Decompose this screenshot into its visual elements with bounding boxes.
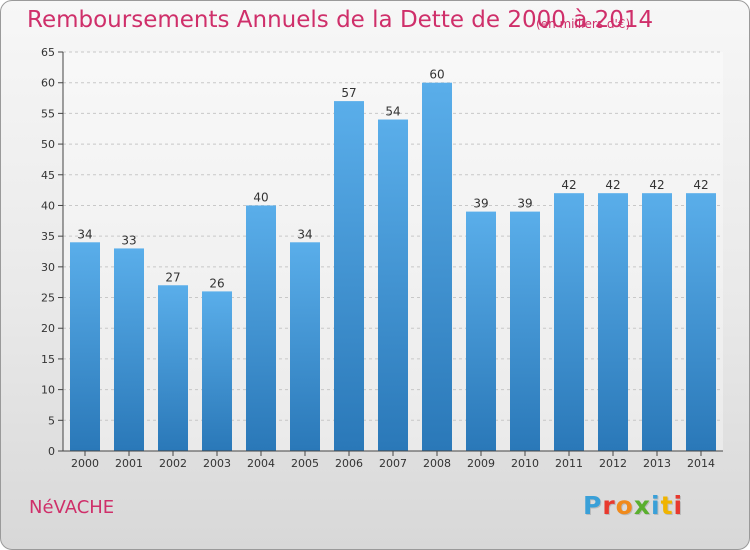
x-tick-label-2004: 2004 [247, 457, 275, 470]
x-tick-label-2000: 2000 [71, 457, 99, 470]
x-tick-label-2005: 2005 [291, 457, 319, 470]
proxiti-logo: Proxiti [583, 491, 683, 520]
y-tick-label: 25 [41, 292, 55, 305]
x-tick-label-2007: 2007 [379, 457, 407, 470]
x-tick-label-2006: 2006 [335, 457, 363, 470]
axes: 0 5 10 15 20 25 30 35 40 45 50 55 60 65 2000 2001 2002 20… [41, 46, 723, 470]
y-tick-label: 0 [48, 445, 55, 458]
bar-2006 [334, 101, 364, 451]
y-tick-label: 15 [41, 353, 55, 366]
y-tick-label: 5 [48, 414, 55, 427]
x-tick-label-2010: 2010 [511, 457, 539, 470]
bar-2004 [246, 205, 276, 451]
y-tick-label: 45 [41, 169, 55, 182]
x-tick-label-2002: 2002 [159, 457, 187, 470]
bar-2010 [510, 211, 540, 451]
chart-title: Remboursements Annuels de la Dette de 20… [27, 7, 654, 33]
value-label-2001: 33 [121, 233, 136, 247]
bar-2001 [114, 248, 144, 451]
value-label-2012: 42 [605, 178, 620, 192]
value-label-2005: 34 [297, 227, 312, 241]
logo-letter: r [602, 491, 616, 520]
bar-2012 [598, 193, 628, 451]
value-label-2002: 27 [165, 270, 180, 284]
y-tick-label: 60 [41, 77, 55, 90]
y-tick-label: 55 [41, 107, 55, 120]
x-tick-label-2001: 2001 [115, 457, 143, 470]
value-label-2006: 57 [341, 86, 356, 100]
bar-2011 [554, 193, 584, 451]
value-label-2003: 26 [209, 276, 224, 290]
logo-letter: i [651, 491, 661, 520]
bar-2008 [422, 82, 452, 451]
value-label-2013: 42 [649, 178, 664, 192]
x-tick-label-2014: 2014 [687, 457, 715, 470]
value-label-2011: 42 [561, 178, 576, 192]
x-tick-label-2003: 2003 [203, 457, 231, 470]
bar-2005 [290, 242, 320, 451]
y-tick-label: 50 [41, 138, 55, 151]
value-label-2008: 60 [429, 68, 444, 82]
logo-letter: t [660, 491, 674, 520]
value-label-2014: 42 [693, 178, 708, 192]
value-labels: 34 33 27 26 40 34 57 54 60 39 39 42 42 42 42 [77, 68, 708, 291]
y-tick-label: 65 [41, 46, 55, 59]
bar-2007 [378, 119, 408, 452]
value-label-2010: 39 [517, 197, 532, 211]
commune-name: NéVACHE [29, 497, 115, 518]
chart-subtitle: (en milliers d'€) [536, 17, 631, 31]
y-tick-label: 35 [41, 230, 55, 243]
y-tick-label: 40 [41, 199, 55, 212]
value-label-2000: 34 [77, 227, 92, 241]
bar-2003 [202, 291, 232, 451]
logo-letter: o [615, 491, 634, 520]
bars [70, 82, 716, 452]
value-label-2009: 39 [473, 197, 488, 211]
value-label-2004: 40 [253, 190, 268, 204]
logo-letter: P [583, 491, 603, 520]
y-tick-label: 10 [41, 384, 55, 397]
bar-2002 [158, 285, 188, 451]
bar-2009 [466, 211, 496, 451]
bar-2014 [686, 193, 716, 451]
x-tick-label-2009: 2009 [467, 457, 495, 470]
value-label-2007: 54 [385, 105, 400, 119]
x-tick-label-2008: 2008 [423, 457, 451, 470]
y-tick-label: 30 [41, 261, 55, 274]
x-tick-label-2012: 2012 [599, 457, 627, 470]
y-tick-label: 20 [41, 322, 55, 335]
logo-letter: x [633, 491, 651, 520]
bar-2013 [642, 193, 672, 451]
logo-letter: i [673, 491, 684, 520]
x-tick-label-2011: 2011 [555, 457, 583, 470]
bar-2000 [70, 242, 100, 451]
x-tick-label-2013: 2013 [643, 457, 671, 470]
